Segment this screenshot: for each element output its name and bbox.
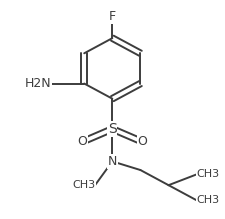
Text: H2N: H2N: [25, 77, 52, 90]
Text: CH3: CH3: [196, 195, 219, 205]
Text: CH3: CH3: [196, 169, 219, 179]
Text: N: N: [107, 155, 117, 168]
Text: O: O: [77, 135, 87, 148]
Text: CH3: CH3: [72, 180, 95, 190]
Text: F: F: [108, 10, 115, 23]
Text: S: S: [108, 122, 116, 136]
Text: O: O: [137, 135, 147, 148]
